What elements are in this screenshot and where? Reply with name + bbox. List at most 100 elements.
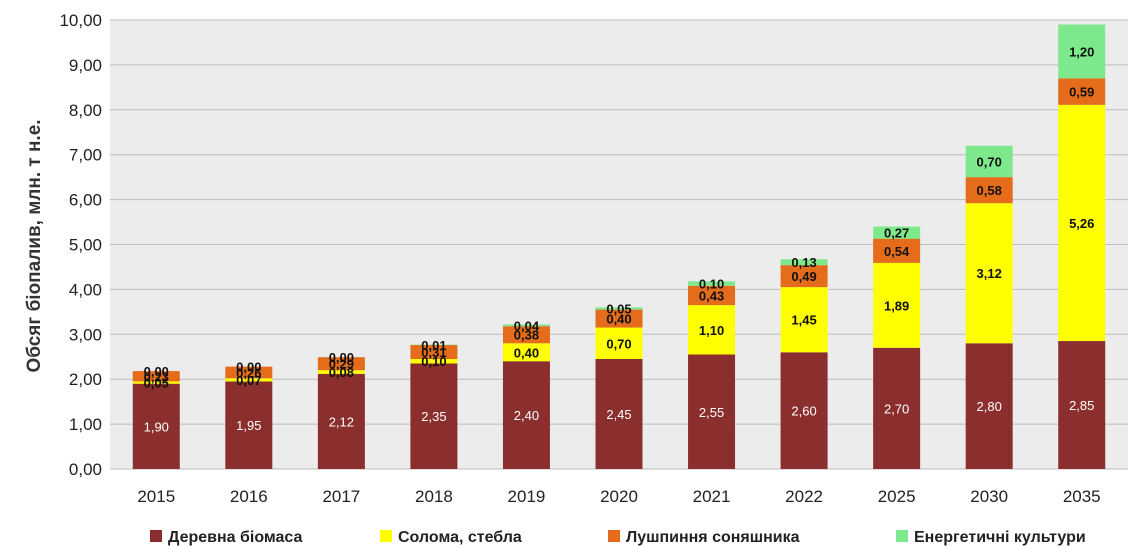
- bar-segment: [780, 265, 828, 288]
- data-label: 0,31: [421, 345, 446, 360]
- data-label: 0,40: [514, 345, 539, 360]
- legend: Деревна біомаса Солома, стебла Лушпиння со…: [150, 529, 1086, 546]
- x-tick-label: 2022: [785, 487, 823, 506]
- data-label: 2,85: [1069, 398, 1094, 413]
- data-label: 1,20: [1069, 44, 1094, 59]
- y-tick-label: 10,00: [59, 11, 102, 30]
- bar-segment: [965, 203, 1013, 344]
- bar-segment: [502, 324, 550, 327]
- bar-segment: [132, 383, 180, 469]
- data-label: 0,70: [606, 336, 631, 351]
- bar-segment: [595, 309, 643, 328]
- bar-segment: [317, 370, 365, 374]
- y-tick-label: 0,00: [69, 460, 102, 479]
- y-tick-label: 5,00: [69, 236, 102, 255]
- data-label: 1,10: [699, 323, 724, 338]
- data-label: 0,08: [329, 365, 354, 380]
- bar-segment: [688, 281, 736, 286]
- data-label: 1,95: [236, 418, 261, 433]
- y-tick-label: 9,00: [69, 56, 102, 75]
- bar-segment: [1058, 78, 1106, 105]
- x-tick-label: 2025: [878, 487, 916, 506]
- data-label: 0,49: [791, 269, 816, 284]
- data-label: 0,26: [236, 365, 261, 380]
- legend-label: Деревна біомаса: [168, 529, 303, 546]
- data-label: 0,13: [791, 255, 816, 270]
- bar-segment: [873, 262, 921, 348]
- data-label: 1,90: [144, 419, 169, 434]
- data-label: 5,26: [1069, 216, 1094, 231]
- bar-segment: [780, 287, 828, 353]
- data-label: 0,07: [236, 373, 261, 388]
- bar-segment: [502, 361, 550, 469]
- y-axis-ticks: 0,00 1,00 2,00 3,00 4,00 5,00 6,00 7,00 8,00 9,00…: [59, 11, 102, 479]
- y-tick-label: 7,00: [69, 146, 102, 165]
- data-label: 0,38: [514, 328, 539, 343]
- bar-segment: [132, 381, 180, 384]
- legend-label: Лушпиння соняшника: [626, 529, 800, 546]
- bar-segment: [595, 358, 643, 469]
- data-label: 2,55: [699, 405, 724, 420]
- data-label: 0,00: [144, 364, 169, 379]
- legend-swatch: [896, 530, 908, 542]
- bar-segment: [317, 373, 365, 469]
- bar-segment: [780, 352, 828, 469]
- bar-segment: [688, 305, 736, 355]
- bar-segment: [873, 238, 921, 263]
- legend-swatch: [608, 530, 620, 542]
- data-label: 0,43: [699, 288, 724, 303]
- bar-segment: [317, 357, 365, 371]
- y-tick-label: 8,00: [69, 101, 102, 120]
- bar-segment: [502, 326, 550, 344]
- x-axis-ticks: 2015 2016 2017 2018 2019 2020 2021 2022 2025 2030…: [137, 487, 1100, 506]
- bar-segment: [595, 327, 643, 359]
- bar-segment: [225, 381, 273, 469]
- data-label: 2,70: [884, 401, 909, 416]
- bar-segment: [1058, 341, 1106, 469]
- bar-segment: [132, 371, 180, 382]
- bar-segment: [965, 343, 1013, 469]
- data-label: 0,00: [236, 360, 261, 375]
- y-tick-label: 6,00: [69, 191, 102, 210]
- data-label: 0,00: [329, 350, 354, 365]
- data-label: 2,35: [421, 409, 446, 424]
- bar-segment: [873, 226, 921, 239]
- y-tick-label: 4,00: [69, 280, 102, 299]
- data-label: 3,12: [977, 266, 1002, 281]
- data-label: 0,23: [144, 369, 169, 384]
- legend-swatch: [380, 530, 392, 542]
- x-tick-label: 2015: [137, 487, 175, 506]
- data-label: 0,05: [144, 376, 169, 391]
- data-label: 2,45: [606, 407, 631, 422]
- data-label: 0,70: [977, 154, 1002, 169]
- data-label: 0,29: [329, 357, 354, 372]
- bar-segment: [410, 363, 458, 469]
- x-tick-label: 2016: [230, 487, 268, 506]
- data-label: 0,54: [884, 244, 910, 259]
- y-tick-label: 2,00: [69, 370, 102, 389]
- y-tick-label: 1,00: [69, 415, 102, 434]
- legend-swatch: [150, 530, 162, 542]
- legend-label: Енергетичні культури: [914, 529, 1086, 546]
- bar-segment: [688, 285, 736, 306]
- data-label: 1,89: [884, 298, 909, 313]
- data-label: 0,27: [884, 226, 909, 241]
- data-label: 2,12: [329, 414, 354, 429]
- y-tick-label: 3,00: [69, 325, 102, 344]
- data-label: 0,05: [606, 301, 631, 316]
- bar-segment: [502, 343, 550, 362]
- data-label: 0,10: [699, 277, 724, 292]
- data-label: 2,60: [791, 404, 816, 419]
- x-tick-label: 2018: [415, 487, 453, 506]
- y-axis-label: Обсяг біопалив, млн. т н.е.: [24, 119, 45, 372]
- x-tick-label: 2017: [322, 487, 360, 506]
- data-label: 0,59: [1069, 85, 1094, 100]
- bar-segment: [688, 354, 736, 469]
- x-tick-label: 2035: [1063, 487, 1101, 506]
- data-label: 0,04: [514, 318, 540, 333]
- bar-segment: [1058, 24, 1106, 79]
- legend-label: Солома, стебла: [398, 529, 522, 546]
- data-label: 0,40: [606, 312, 631, 327]
- data-label: 0,10: [421, 354, 446, 369]
